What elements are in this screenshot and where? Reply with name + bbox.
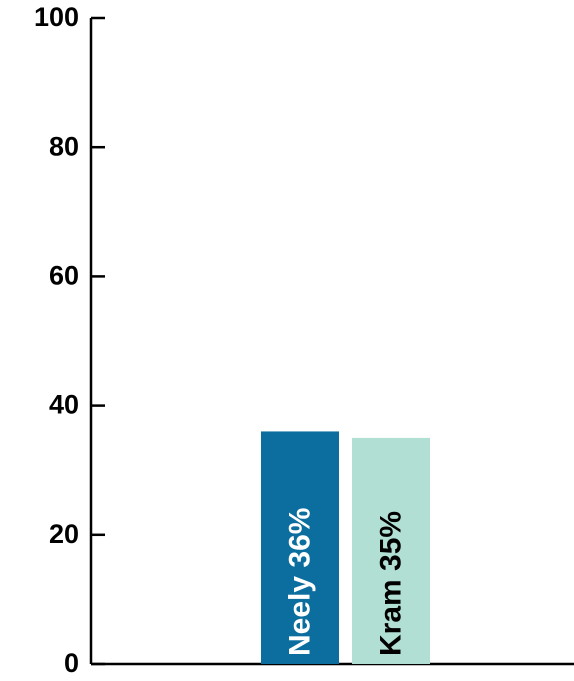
y-tick-label: 80 bbox=[49, 131, 79, 161]
y-tick-label: 60 bbox=[49, 261, 79, 291]
bar-label-kram: Kram 35% bbox=[375, 511, 408, 656]
y-tick-label: 0 bbox=[64, 648, 79, 678]
bar-label-neely: Neely 36% bbox=[284, 508, 317, 656]
y-tick-label: 20 bbox=[49, 519, 79, 549]
bar-kram bbox=[352, 437, 430, 664]
bar-neely bbox=[261, 431, 339, 664]
bars: Neely 36% Kram 35% bbox=[261, 431, 430, 664]
y-tick-label: 40 bbox=[49, 390, 79, 420]
y-tick-label: 100 bbox=[34, 2, 79, 32]
y-axis: 0 20 40 60 80 100 bbox=[34, 2, 105, 678]
